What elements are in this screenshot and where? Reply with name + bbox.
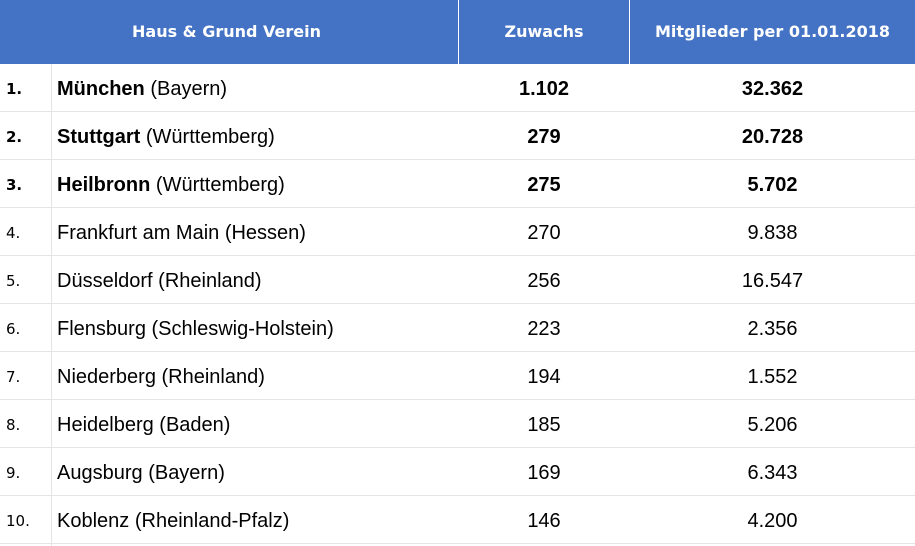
mitglieder-cell: 6.343 <box>747 462 798 484</box>
region-name: (Schleswig-Holstein) <box>151 318 334 340</box>
city-name: Koblenz <box>57 510 130 532</box>
table-row: 7. Niederberg (Rheinland) 194 1.552 <box>0 352 915 400</box>
region-name: (Württemberg) <box>145 126 275 148</box>
header-divider <box>458 0 459 64</box>
zuwachs-cell: 185 <box>527 414 561 436</box>
verein-cell: Niederberg (Rheinland) <box>57 352 457 400</box>
table-row: 4. Frankfurt am Main (Hessen) 270 9.838 <box>0 208 915 256</box>
verein-cell: Frankfurt am Main (Hessen) <box>57 208 457 256</box>
table-row: 3. Heilbronn (Württemberg) 275 5.702 <box>0 160 915 208</box>
table-row: 1. München (Bayern) 1.102 32.362 <box>0 64 915 112</box>
city-name: Heilbronn <box>57 174 151 196</box>
header-divider <box>629 0 630 64</box>
verein-cell: Heilbronn (Württemberg) <box>57 160 457 208</box>
table-row: 9. Augsburg (Bayern) 169 6.343 <box>0 448 915 496</box>
rank-cell: 2. <box>6 128 23 146</box>
zuwachs-cell: 279 <box>527 126 561 148</box>
verein-cell: Stuttgart (Württemberg) <box>57 112 457 160</box>
mitglieder-cell: 20.728 <box>741 126 804 148</box>
zuwachs-cell: 270 <box>527 222 561 244</box>
mitglieder-cell: 4.200 <box>747 510 798 532</box>
region-name: (Bayern) <box>150 78 228 100</box>
rank-column-divider <box>51 64 52 546</box>
region-name: (Rheinland-Pfalz) <box>134 510 290 532</box>
mitglieder-cell: 16.547 <box>741 270 804 292</box>
table-row: 5. Düsseldorf (Rheinland) 256 16.547 <box>0 256 915 304</box>
verein-cell: München (Bayern) <box>57 64 457 112</box>
region-name: (Rheinland) <box>161 366 265 388</box>
rank-cell: 9. <box>6 464 21 482</box>
rank-cell: 10. <box>6 512 30 530</box>
verein-cell: Koblenz (Rheinland-Pfalz) <box>57 496 457 544</box>
rank-cell: 7. <box>6 368 21 386</box>
region-name: (Württemberg) <box>155 174 285 196</box>
zuwachs-cell: 256 <box>527 270 561 292</box>
zuwachs-cell: 194 <box>527 366 561 388</box>
rank-cell: 6. <box>6 320 21 338</box>
region-name: (Rheinland) <box>158 270 262 292</box>
region-name: (Baden) <box>159 414 231 436</box>
mitglieder-cell: 5.702 <box>747 174 798 196</box>
verein-cell: Heidelberg (Baden) <box>57 400 457 448</box>
table-header: Haus & Grund Verein Zuwachs Mitglieder p… <box>0 0 915 64</box>
header-mitglieder: Mitglieder per 01.01.2018 <box>654 22 891 41</box>
zuwachs-cell: 223 <box>527 318 561 340</box>
verein-cell: Flensburg (Schleswig-Holstein) <box>57 304 457 352</box>
mitglieder-cell: 2.356 <box>747 318 798 340</box>
city-name: Heidelberg <box>57 414 154 436</box>
zuwachs-cell: 275 <box>527 174 561 196</box>
mitglieder-cell: 32.362 <box>741 78 804 100</box>
zuwachs-cell: 1.102 <box>518 78 570 100</box>
rank-cell: 1. <box>6 80 23 98</box>
verein-cell: Düsseldorf (Rheinland) <box>57 256 457 304</box>
city-name: Niederberg <box>57 366 156 388</box>
rank-cell: 4. <box>6 224 21 242</box>
city-name: Stuttgart <box>57 126 141 148</box>
rank-cell: 3. <box>6 176 23 194</box>
table-row: 2. Stuttgart (Württemberg) 279 20.728 <box>0 112 915 160</box>
city-name: Augsburg <box>57 462 143 484</box>
city-name: Düsseldorf <box>57 270 153 292</box>
zuwachs-cell: 146 <box>527 510 561 532</box>
city-name: München <box>57 78 145 100</box>
rank-cell: 8. <box>6 416 21 434</box>
city-name: Flensburg <box>57 318 146 340</box>
region-name: (Hessen) <box>224 222 306 244</box>
region-name: (Bayern) <box>148 462 225 484</box>
rank-cell: 5. <box>6 272 21 290</box>
zuwachs-cell: 169 <box>527 462 561 484</box>
city-name: Frankfurt am Main <box>57 222 220 244</box>
table-row: 6. Flensburg (Schleswig-Holstein) 223 2.356 <box>0 304 915 352</box>
header-verein: Haus & Grund Verein <box>132 22 321 41</box>
mitglieder-cell: 9.838 <box>747 222 798 244</box>
verein-cell: Augsburg (Bayern) <box>57 448 457 496</box>
table-row: 10. Koblenz (Rheinland-Pfalz) 146 4.200 <box>0 496 915 544</box>
mitglieder-cell: 5.206 <box>747 414 798 436</box>
table-row: 8. Heidelberg (Baden) 185 5.206 <box>0 400 915 448</box>
mitglieder-cell: 1.552 <box>747 366 798 388</box>
header-zuwachs: Zuwachs <box>504 22 584 41</box>
